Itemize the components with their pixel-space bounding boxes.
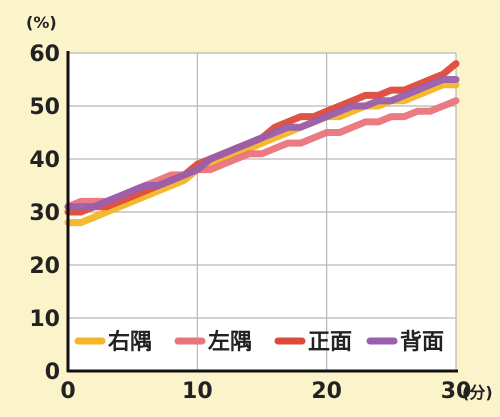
x-tick-label: 10 (182, 379, 213, 404)
y-tick-label: 50 (29, 95, 60, 120)
y-tick-label: 10 (29, 307, 60, 332)
y-unit-label: (%) (26, 13, 57, 32)
y-tick-label: 40 (29, 148, 60, 173)
y-tick-label: 0 (45, 360, 60, 385)
y-tick-label: 60 (29, 42, 60, 67)
y-tick-label: 20 (29, 254, 60, 279)
x-tick-label: 0 (60, 379, 75, 404)
legend-label-0: 右隅 (108, 330, 152, 355)
series-line-3 (64, 76, 460, 211)
x-unit-label: (分) (462, 383, 493, 402)
legend-label-3: 背面 (400, 330, 444, 355)
x-tick-label: 20 (311, 379, 342, 404)
legend-label-2: 正面 (308, 330, 352, 355)
y-tick-label: 30 (29, 201, 60, 226)
x-tick-label: 30 (441, 379, 472, 404)
legend-label-1: 左隅 (208, 329, 252, 355)
